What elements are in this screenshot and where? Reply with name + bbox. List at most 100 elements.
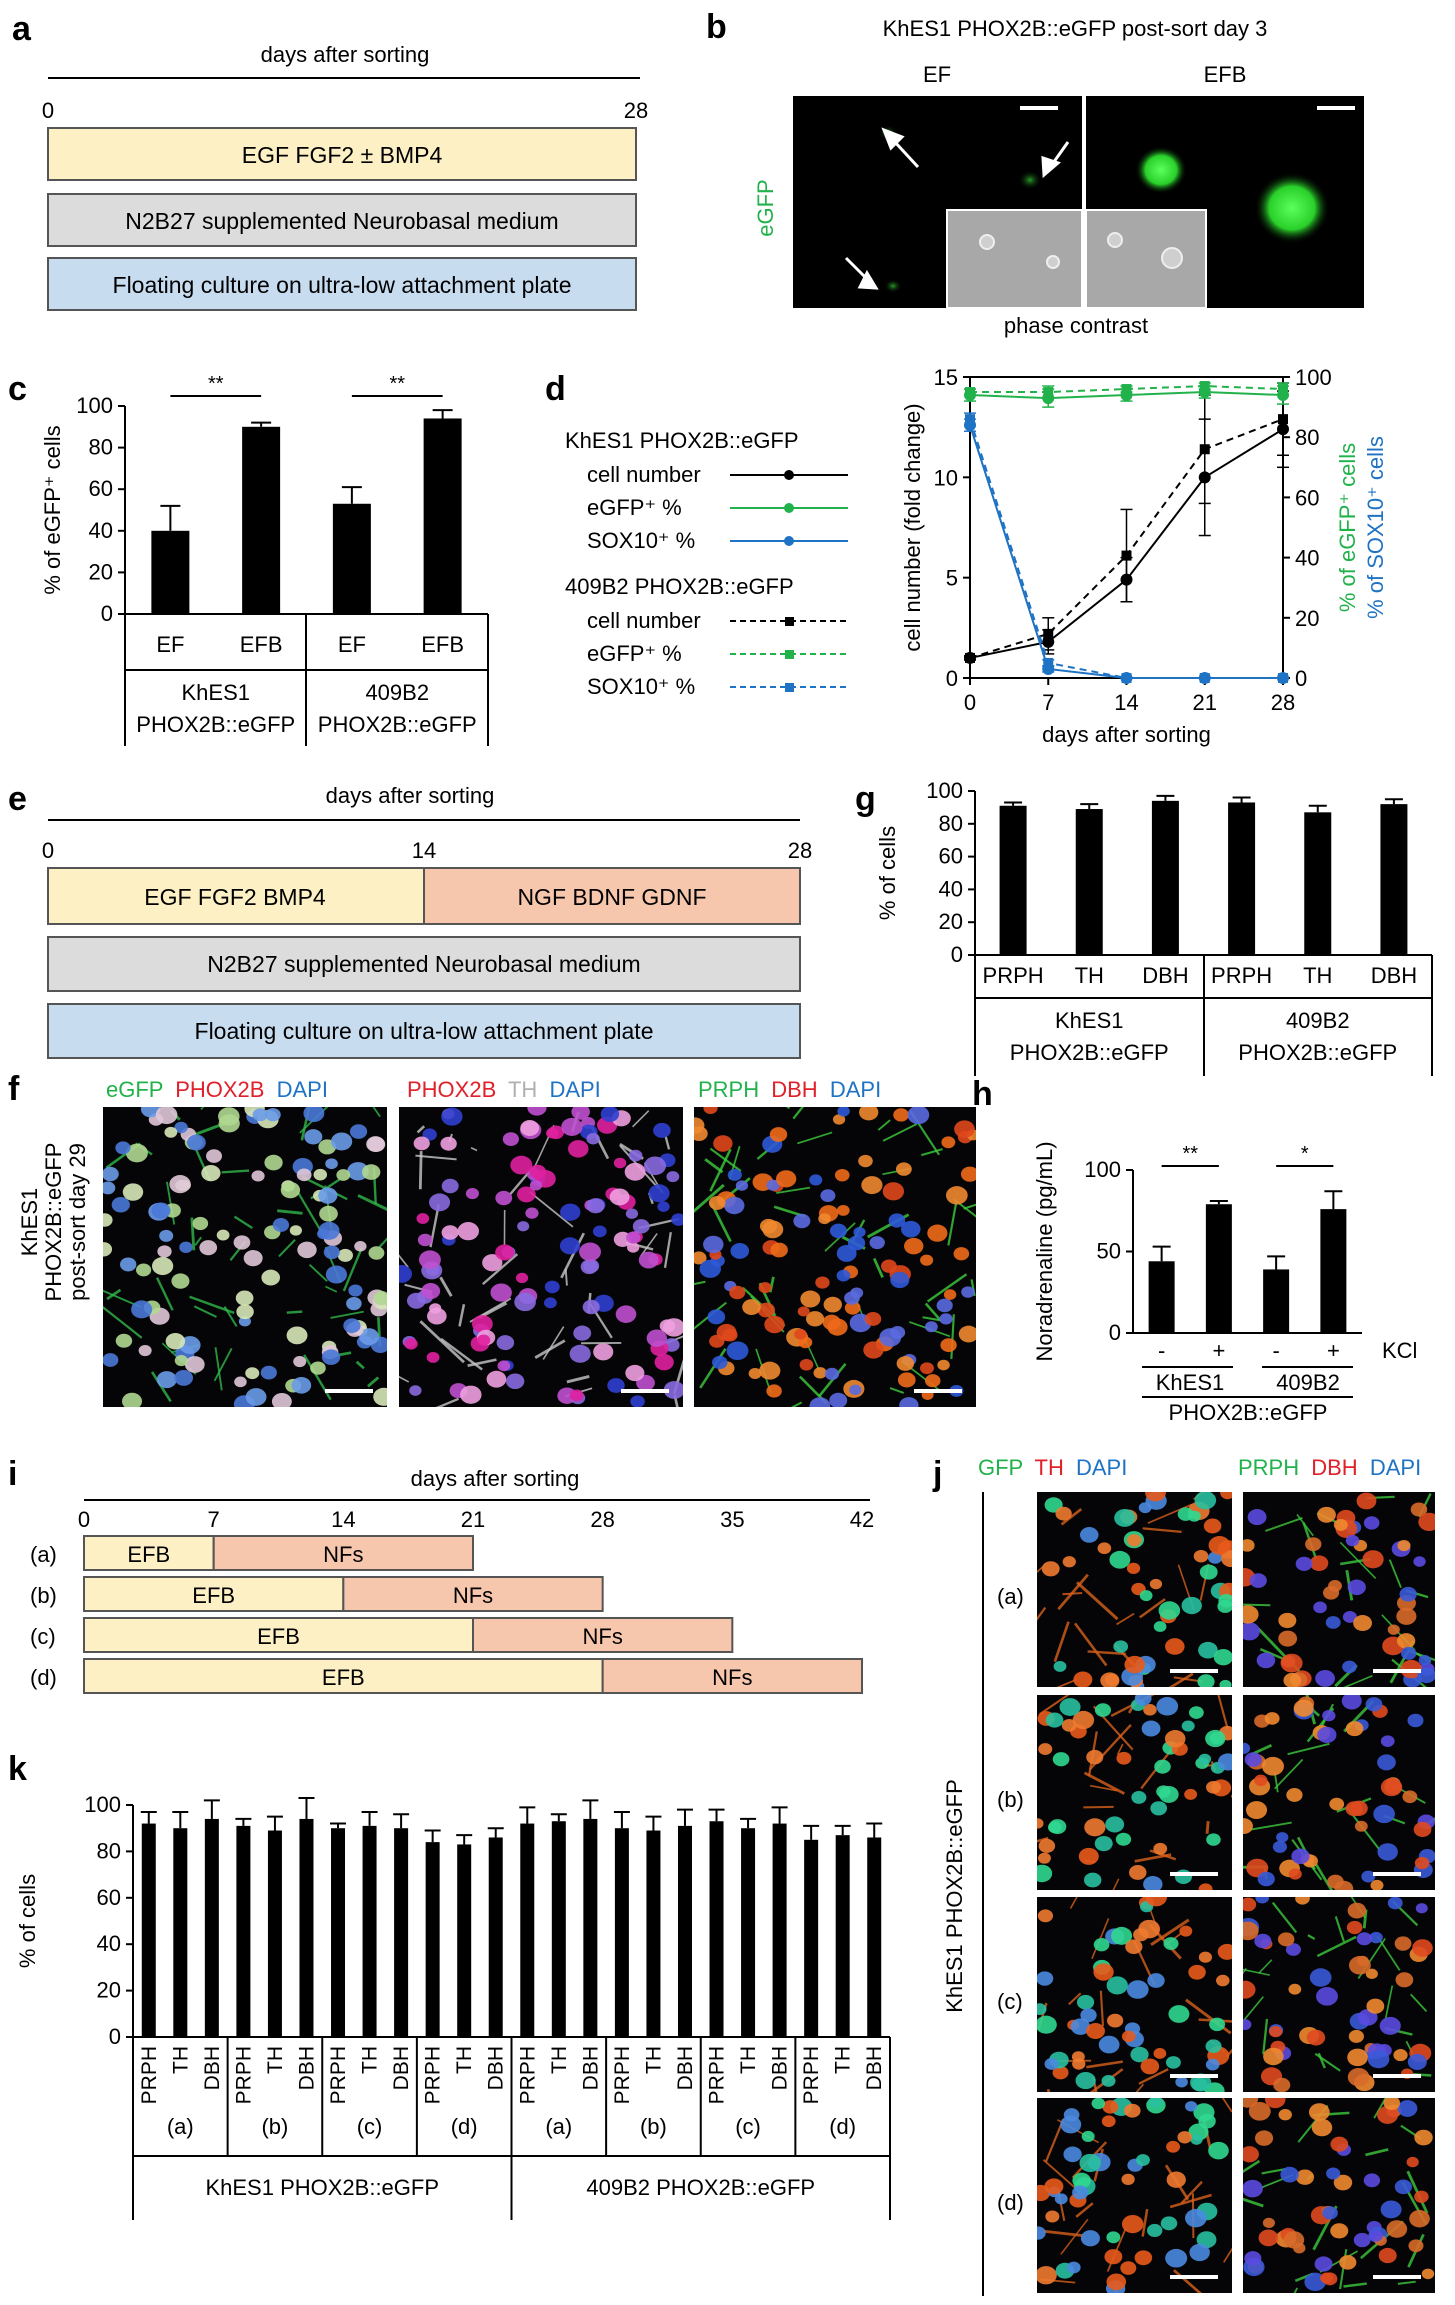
- cell: [1190, 2134, 1202, 2144]
- cell: [1188, 1965, 1205, 1980]
- cell: [625, 1365, 644, 1381]
- cell: [1185, 2101, 1197, 2111]
- data-point: [1043, 658, 1053, 668]
- panel-b-ylabel: eGFP: [753, 179, 778, 236]
- cell: [1237, 1922, 1259, 1941]
- scale-bar: [1170, 1872, 1218, 1876]
- y-tick-label: 100: [84, 1792, 121, 1817]
- significance-label: *: [1301, 1143, 1309, 1165]
- cell: [350, 1124, 367, 1139]
- bar: [457, 1844, 471, 2037]
- data-point: [965, 653, 975, 663]
- cell: [201, 1165, 220, 1181]
- cell: [1182, 1597, 1202, 1614]
- scale-bar: [325, 1389, 373, 1393]
- cell: [1177, 2131, 1192, 2143]
- cell: [897, 1356, 914, 1371]
- cell: [1036, 1971, 1053, 1985]
- cell: [495, 1191, 512, 1205]
- cell: [1154, 1760, 1171, 1774]
- cell: [1263, 2048, 1284, 2065]
- bar: [1076, 809, 1103, 955]
- cell: [1408, 2239, 1423, 2252]
- cell: [1342, 1693, 1362, 1710]
- x-tick-label: TH: [264, 2046, 287, 2074]
- cell: [770, 1243, 787, 1258]
- cell: [1127, 1980, 1149, 1999]
- group-label: PHOX2B::eGFP: [1010, 1040, 1169, 1065]
- cell: [1080, 1527, 1099, 1543]
- cell: [1104, 2249, 1122, 2264]
- data-point: [1200, 444, 1210, 454]
- cell: [498, 1360, 511, 1371]
- cell: [810, 1397, 831, 1415]
- cell: [442, 1179, 459, 1193]
- cell: [813, 1367, 826, 1378]
- cell: [1262, 1757, 1284, 1776]
- cell: [1054, 1661, 1067, 1672]
- data-point: [1043, 387, 1053, 397]
- panel-f-img3-label-dapi: DAPI: [830, 1077, 881, 1102]
- cell: [1208, 2142, 1229, 2160]
- cell: [1371, 1880, 1384, 1891]
- cell: [253, 1108, 268, 1121]
- cell: [1258, 1872, 1275, 1887]
- cell: [1313, 1602, 1327, 1614]
- panel-f-side-label-1: KhES1: [17, 1188, 42, 1257]
- panel-f-image-2: [371, 1099, 703, 1431]
- cell: [236, 1290, 254, 1305]
- panel-label-i: i: [8, 1455, 17, 1493]
- cell: [252, 1170, 265, 1181]
- cell: [1414, 1822, 1432, 1837]
- cell: [1379, 2248, 1397, 2263]
- cell: [1305, 1537, 1321, 1551]
- bar: [1304, 812, 1331, 955]
- cell: [561, 1118, 582, 1136]
- cell: [324, 1245, 340, 1259]
- cell: [416, 1213, 429, 1224]
- subgroup-label: (b): [261, 2114, 288, 2139]
- cell: [1139, 1502, 1152, 1513]
- scale-bar: [1170, 2275, 1218, 2279]
- cell: [954, 1120, 975, 1138]
- cell: [759, 1282, 772, 1293]
- bar: [583, 1819, 597, 2037]
- x-tick-label: EF: [338, 632, 366, 657]
- cell: [837, 1106, 849, 1117]
- cell: [303, 1104, 324, 1122]
- legend-cell-409b2: cell number: [587, 608, 701, 633]
- cell: [1348, 1903, 1367, 1919]
- cell: [937, 1360, 949, 1371]
- cell: [1094, 1938, 1110, 1951]
- cell: [1122, 2215, 1143, 2233]
- cell: [1409, 2210, 1430, 2228]
- cell: [1038, 1909, 1053, 1922]
- nfs-label: NFs: [323, 1542, 363, 1567]
- y-tick-label: 0: [1109, 1320, 1121, 1345]
- y-tick-label: 15: [934, 365, 958, 390]
- cell: [1291, 1849, 1309, 1865]
- cell: [809, 1174, 822, 1185]
- cell: [1156, 1785, 1171, 1797]
- cell: [770, 1127, 787, 1142]
- y-tick-label: 0: [101, 601, 113, 626]
- cell: [1347, 2049, 1368, 2067]
- subgroup-label: (b): [640, 2114, 667, 2139]
- data-point: [1278, 673, 1288, 683]
- cell: [1142, 1721, 1161, 1737]
- cell: [940, 1338, 956, 1352]
- y-tick-label: 80: [89, 435, 113, 460]
- cell: [1269, 2026, 1282, 2037]
- cell: [1354, 2233, 1371, 2247]
- cell: [1345, 1801, 1362, 1816]
- cell: [156, 1106, 178, 1124]
- cell: [573, 1326, 591, 1341]
- cell: [587, 1198, 605, 1213]
- bar: [299, 1819, 313, 2037]
- cell: [1063, 1556, 1076, 1567]
- cell: [477, 1335, 490, 1346]
- cell: [1093, 1963, 1113, 1980]
- cell: [136, 1264, 151, 1277]
- cell: [1309, 2103, 1330, 2121]
